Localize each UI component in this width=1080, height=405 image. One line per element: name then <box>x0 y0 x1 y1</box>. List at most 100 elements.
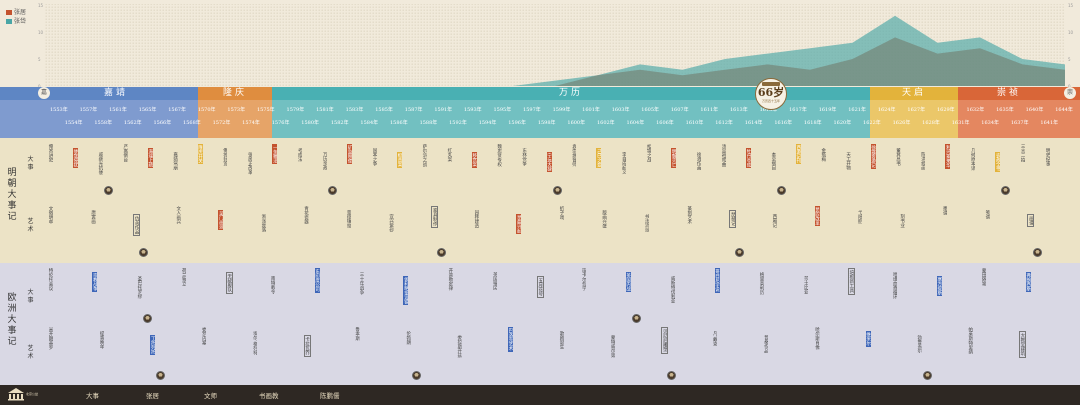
ming-art-entry[interactable]: 文人画兴 <box>175 206 181 224</box>
ming-event-entry[interactable]: 嘉靖驾崩 <box>172 152 178 170</box>
europe-art-entry[interactable]: 凡·戴克 <box>712 331 718 346</box>
europe-event-entry[interactable]: 威斯特伐利亚 <box>670 276 676 303</box>
ming-event-entry[interactable]: 西游记刊 <box>795 144 801 164</box>
ming-event-entry[interactable]: 农政全书 <box>995 152 1001 172</box>
europe-event-entry[interactable]: 笛卡尔哲学 <box>581 268 587 291</box>
europe-art-entry[interactable]: 蒙特威尔第 <box>610 335 616 358</box>
europe-event-entry[interactable]: 开普勒定律 <box>447 268 453 291</box>
europe-art-entry[interactable]: 帕莱斯特里纳 <box>967 327 973 354</box>
europe-event-entry[interactable]: 弗朗西斯 <box>1025 272 1031 292</box>
europe-event-entry[interactable]: 格里高利历 <box>758 272 764 295</box>
reign-marker-right[interactable]: 崇 <box>1064 87 1076 99</box>
europe-art-entry[interactable]: 埃尔·格列柯 <box>252 331 258 355</box>
ming-art-entry[interactable]: 唐寅画 <box>90 210 96 224</box>
europe-art-entry[interactable]: 委罗内塞 <box>201 327 207 345</box>
europe-art-entry[interactable]: 巴洛克艺术 <box>507 327 513 352</box>
ming-event-entry[interactable]: 李自成起义 <box>621 152 627 175</box>
ming-event-entry[interactable]: 董其昌书 <box>895 148 901 166</box>
europe-event-entry[interactable]: 南特敕令 <box>270 276 276 294</box>
ming-art-entry[interactable]: 景德镇窑 <box>346 210 352 228</box>
ming-event-entry[interactable]: 牡丹亭成 <box>745 148 751 168</box>
europe-event-entry[interactable]: 荷兰独立 <box>181 268 187 286</box>
europe-art-entry[interactable]: 伦勃朗 <box>405 331 411 345</box>
age-badge[interactable]: 66岁 万历四十五年 <box>755 78 787 110</box>
footer-item-3[interactable]: 文师 <box>204 392 217 400</box>
europe-event-entry[interactable]: 培根新工具 <box>847 268 855 295</box>
ming-art-entry[interactable]: 篆刻艺术 <box>686 206 692 224</box>
europe-event-entry[interactable]: 三十年战争 <box>359 272 365 295</box>
ming-art-entry[interactable]: 昆曲兴起 <box>516 214 522 234</box>
ming-event-entry[interactable]: 梃击案 <box>396 152 402 168</box>
ming-event-entry[interactable]: 本草纲目 <box>770 152 776 170</box>
ming-art-entry[interactable]: 吴门画派 <box>218 210 224 230</box>
europe-event-entry[interactable]: 五月花号 <box>536 276 544 298</box>
ming-event-entry[interactable]: 己巳之变 <box>596 148 602 168</box>
ming-art-entry[interactable]: 浙派衰落 <box>260 214 266 232</box>
ming-event-entry[interactable]: 移宫案 <box>471 152 477 168</box>
footer-item-2[interactable]: 张居 <box>146 392 159 400</box>
europe-event-entry[interactable]: 英国内战 <box>625 272 631 292</box>
europe-art-entry[interactable]: 丁托列托 <box>150 335 156 355</box>
europe-event-entry[interactable]: 哥白尼学说 <box>714 268 720 293</box>
europe-event-entry[interactable]: 莎士比亚 <box>803 276 809 294</box>
footer-item-5[interactable]: 陈鹏儒 <box>320 392 340 400</box>
ming-event-entry[interactable]: 俺答进犯 <box>48 144 53 162</box>
ming-art-entry[interactable]: 墨谱 <box>942 206 948 215</box>
ming-art-entry[interactable]: 书法流派 <box>644 214 650 232</box>
ming-event-entry[interactable]: 倭寇侵扰 <box>72 148 78 168</box>
europe-event-entry[interactable]: 圣巴托罗缪 <box>136 276 142 299</box>
ming-event-entry[interactable]: 徐渭作画 <box>696 152 702 170</box>
europe-event-entry[interactable]: 无敌舰队 <box>225 272 233 294</box>
ming-event-entry[interactable]: 袁崇焕督师 <box>571 144 577 167</box>
ming-event-entry[interactable]: 松锦之战 <box>646 144 652 162</box>
ming-art-entry[interactable]: 西厢记 <box>771 214 777 228</box>
ming-art-entry[interactable]: 仇英作品 <box>133 214 141 236</box>
ming-art-entry[interactable]: 琵琶记 <box>729 210 737 228</box>
ming-event-entry[interactable]: 隆庆开关 <box>197 144 203 164</box>
ming-event-entry[interactable]: 天工开物 <box>845 152 851 170</box>
europe-art-entry[interactable]: 鲁本斯 <box>354 327 360 341</box>
ming-art-entry[interactable]: 画谱 <box>1027 214 1035 227</box>
ming-event-entry[interactable]: 徐霞客游记 <box>870 144 876 169</box>
ming-event-entry[interactable]: 萨尔浒之战 <box>421 144 427 167</box>
ming-art-entry[interactable]: 园林建造 <box>473 210 479 228</box>
europe-event-entry[interactable]: 蒙田随笔 <box>981 268 987 286</box>
europe-art-entry[interactable]: 歌剧诞生 <box>559 331 564 349</box>
ming-event-entry[interactable]: 戚继光抗倭 <box>97 152 103 175</box>
ming-art-entry[interactable]: 青花瓷器 <box>303 206 309 224</box>
ming-event-entry[interactable]: 陈洪绶画 <box>920 152 926 170</box>
europe-event-entry[interactable]: 东印度公司 <box>314 268 320 293</box>
europe-art-entry[interactable]: 勃鲁盖尔 <box>916 335 922 353</box>
ming-art-entry[interactable]: 笺谱 <box>984 210 990 219</box>
ming-event-entry[interactable]: 国本之争 <box>372 148 378 166</box>
ming-event-entry[interactable]: 汤显祖戏曲 <box>721 144 727 167</box>
ming-event-entry[interactable]: 矿监税使 <box>347 144 353 164</box>
europe-art-entry[interactable]: 提香晚年 <box>99 331 105 349</box>
europe-event-entry[interactable]: 特伦托会议 <box>48 268 53 291</box>
ming-event-entry[interactable]: 金瓶梅 <box>820 148 826 162</box>
europe-event-entry[interactable]: 宗教战争 <box>92 272 98 292</box>
ming-event-entry[interactable]: 万历亲政 <box>322 152 328 170</box>
europe-event-entry[interactable]: 伽利略望远镜 <box>403 276 409 305</box>
europe-art-entry[interactable]: 贝尼尼雕塑 <box>661 327 669 354</box>
ming-event-entry[interactable]: 魏忠贤专权 <box>496 144 502 167</box>
ming-event-entry[interactable]: 明朝灭亡 <box>671 148 677 168</box>
reign-marker-left[interactable]: 嘉 <box>38 87 50 99</box>
ming-art-entry[interactable]: 版画兴盛 <box>601 210 607 228</box>
europe-event-entry[interactable]: 哈维血液循环 <box>892 272 898 299</box>
ming-event-entry[interactable]: 利玛窦来华 <box>945 144 951 169</box>
europe-art-entry[interactable]: 米开朗基罗 <box>48 327 53 350</box>
ming-event-entry[interactable]: 几何原本译 <box>970 148 976 171</box>
europe-art-entry[interactable]: 卡拉瓦乔 <box>303 335 311 357</box>
europe-art-entry[interactable]: 普桑作品 <box>763 335 769 353</box>
ming-event-entry[interactable]: 俺答封贡 <box>222 148 228 166</box>
ming-event-entry[interactable]: 海瑞上疏 <box>147 148 153 168</box>
ming-event-entry[interactable]: 严嵩倒台 <box>122 144 128 162</box>
ming-event-entry[interactable]: 宁远大捷 <box>546 152 552 172</box>
ming-event-entry[interactable]: 红丸案 <box>446 148 452 162</box>
europe-art-entry[interactable]: 委拉斯开兹 <box>456 335 462 358</box>
ming-art-entry[interactable]: 宜兴紫砂 <box>388 214 394 232</box>
ming-art-entry[interactable]: 文徵明卒 <box>48 206 53 224</box>
europe-event-entry[interactable]: 英国殖民 <box>492 272 498 290</box>
europe-art-entry[interactable]: 哈尔斯肖像 <box>814 327 820 350</box>
